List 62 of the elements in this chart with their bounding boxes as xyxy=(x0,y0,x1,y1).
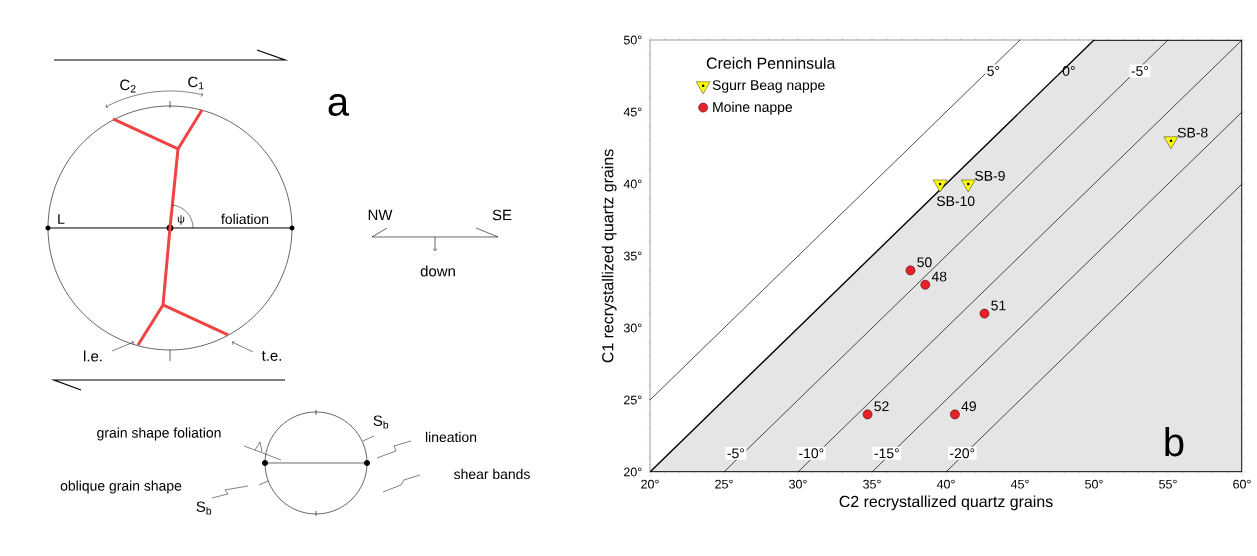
annotation: b xyxy=(1165,427,1184,457)
legend-label: Sgurr Beag nappe xyxy=(712,80,825,93)
x-tick-label: 35° xyxy=(863,479,881,489)
annotation: 5° xyxy=(987,66,1000,76)
annotation: SB-9 xyxy=(975,170,1005,181)
x-tick-label: 55° xyxy=(1159,479,1177,489)
point xyxy=(961,179,976,193)
annotation: 49 xyxy=(961,401,976,412)
annotation: 51 xyxy=(991,300,1006,311)
text: t.e. xyxy=(261,351,282,361)
text: a xyxy=(328,94,350,116)
text: C$_{1}$ xyxy=(188,76,204,90)
x-tick-label: 60° xyxy=(1233,479,1251,489)
x-tick-label: 40° xyxy=(936,479,955,489)
annotation: 52 xyxy=(874,401,889,412)
text: L xyxy=(58,214,65,224)
point xyxy=(920,280,931,290)
y-tick-label: 45° xyxy=(623,107,642,117)
text: oblique grain shape xyxy=(60,480,182,494)
annotation: 48 xyxy=(931,271,947,282)
y-tick-label: 20° xyxy=(624,467,642,477)
annotation: -10° xyxy=(799,448,824,459)
text: l.e. xyxy=(84,350,102,362)
annotation: -15° xyxy=(874,448,899,459)
legend-label: Moine nappe xyxy=(713,101,793,115)
point xyxy=(979,308,990,319)
annotation: -5° xyxy=(1131,66,1149,76)
legend-title: Creich Penninsula xyxy=(706,57,836,69)
point xyxy=(950,409,960,420)
annotation: -5° xyxy=(727,448,744,459)
x-tick-label: 50° xyxy=(1085,479,1103,489)
annotation: -20° xyxy=(950,448,975,459)
y-tick-label: 25° xyxy=(624,395,642,405)
text: foliation xyxy=(221,213,269,225)
point xyxy=(932,179,948,193)
text: S$_{b}$ xyxy=(196,501,212,515)
annotation: 0° xyxy=(1062,66,1075,76)
y-tick-label: 30° xyxy=(623,323,642,333)
text: NW xyxy=(368,209,393,221)
annotation: 50 xyxy=(917,257,932,268)
x-axis-title: C2 recrystallized quartz grains xyxy=(839,495,1053,511)
point xyxy=(862,409,873,420)
text: SE xyxy=(492,209,512,221)
point xyxy=(905,265,916,276)
x-tick-label: 20° xyxy=(641,479,659,489)
annotation: SB-8 xyxy=(1177,127,1208,138)
x-tick-label: 25° xyxy=(715,479,733,489)
x-tick-label: 30° xyxy=(789,479,807,489)
y-tick-label: 50° xyxy=(623,35,642,45)
annotation: SB-10 xyxy=(936,196,975,207)
text: C$_{2}$ xyxy=(120,79,136,93)
point xyxy=(1163,136,1179,149)
text: down xyxy=(420,265,455,277)
text: lineation xyxy=(425,431,477,443)
text: grain shape foliation xyxy=(97,427,221,441)
y-tick-label: 40° xyxy=(623,179,642,189)
y-axis-title: C1 recrystallized quartz grains xyxy=(601,149,617,363)
text: S$_{b}$ xyxy=(373,415,389,429)
text: shear bands xyxy=(454,468,530,480)
x-tick-label: 45° xyxy=(1010,479,1029,489)
y-tick-label: 35° xyxy=(623,251,642,261)
text: ψ xyxy=(177,215,185,225)
